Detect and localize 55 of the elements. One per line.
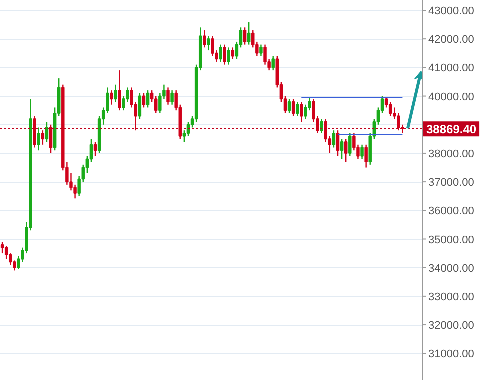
candlestick: [247, 22, 251, 46]
y-tick-label: 43000.00: [428, 6, 474, 18]
candlestick: [118, 70, 122, 112]
candlestick: [288, 98, 292, 114]
candlestick: [170, 90, 174, 106]
candlestick: [348, 132, 352, 157]
candlestick: [142, 92, 146, 108]
candlestick: [223, 44, 226, 66]
candlestick: [388, 101, 392, 117]
candlestick: [296, 101, 300, 117]
candlestick: [397, 112, 400, 132]
candlestick: [332, 130, 336, 148]
candlestick: [364, 144, 368, 168]
candlestick: [292, 98, 296, 117]
y-tick-label: 33000.00: [428, 291, 474, 304]
candlestick: [260, 44, 263, 57]
candlestick: [340, 138, 344, 160]
candlestick: [4, 246, 8, 260]
candlestick: [186, 121, 190, 137]
candlestick: [114, 84, 118, 103]
candlestick: [300, 101, 304, 123]
candlestick: [45, 121, 49, 143]
y-tick-label: 32000.00: [428, 320, 474, 332]
ref-line-label: 38869.40: [426, 122, 477, 137]
candlestick: [203, 30, 206, 48]
candlestick: [41, 130, 45, 146]
candlestick: [344, 138, 348, 163]
candlestick: [0, 242, 4, 254]
candlestick: [110, 90, 114, 106]
y-tick-label: 38000.00: [428, 148, 474, 160]
candlestick: [154, 96, 158, 114]
candlestick: [227, 47, 230, 66]
y-tick-label: 31000.00: [428, 348, 474, 361]
candlestick: [360, 144, 364, 160]
candlestick: [231, 47, 235, 60]
candlestick: [324, 118, 328, 143]
y-tick-label: 35000.00: [428, 234, 474, 246]
candlestick: [219, 44, 222, 63]
candlestick: [272, 56, 275, 72]
candlestick: [207, 36, 210, 52]
y-tick-label: 36000.00: [428, 206, 474, 218]
candlestick: [146, 90, 150, 108]
candlestick: [166, 87, 170, 106]
candlestick: [138, 92, 142, 120]
y-tick-label: 42000.00: [428, 34, 474, 46]
candlestick: [243, 27, 247, 46]
y-tick-label: 41000.00: [428, 62, 474, 75]
candlestick: [320, 118, 324, 134]
candlestick: [336, 130, 340, 157]
candlestick: [49, 124, 53, 154]
candlestick: [37, 127, 41, 152]
candlestick: [94, 141, 98, 157]
y-tick-label: 40000.00: [428, 91, 474, 104]
y-tick-label: 37000.00: [428, 177, 474, 190]
y-tick-label: 34000.00: [428, 262, 474, 275]
